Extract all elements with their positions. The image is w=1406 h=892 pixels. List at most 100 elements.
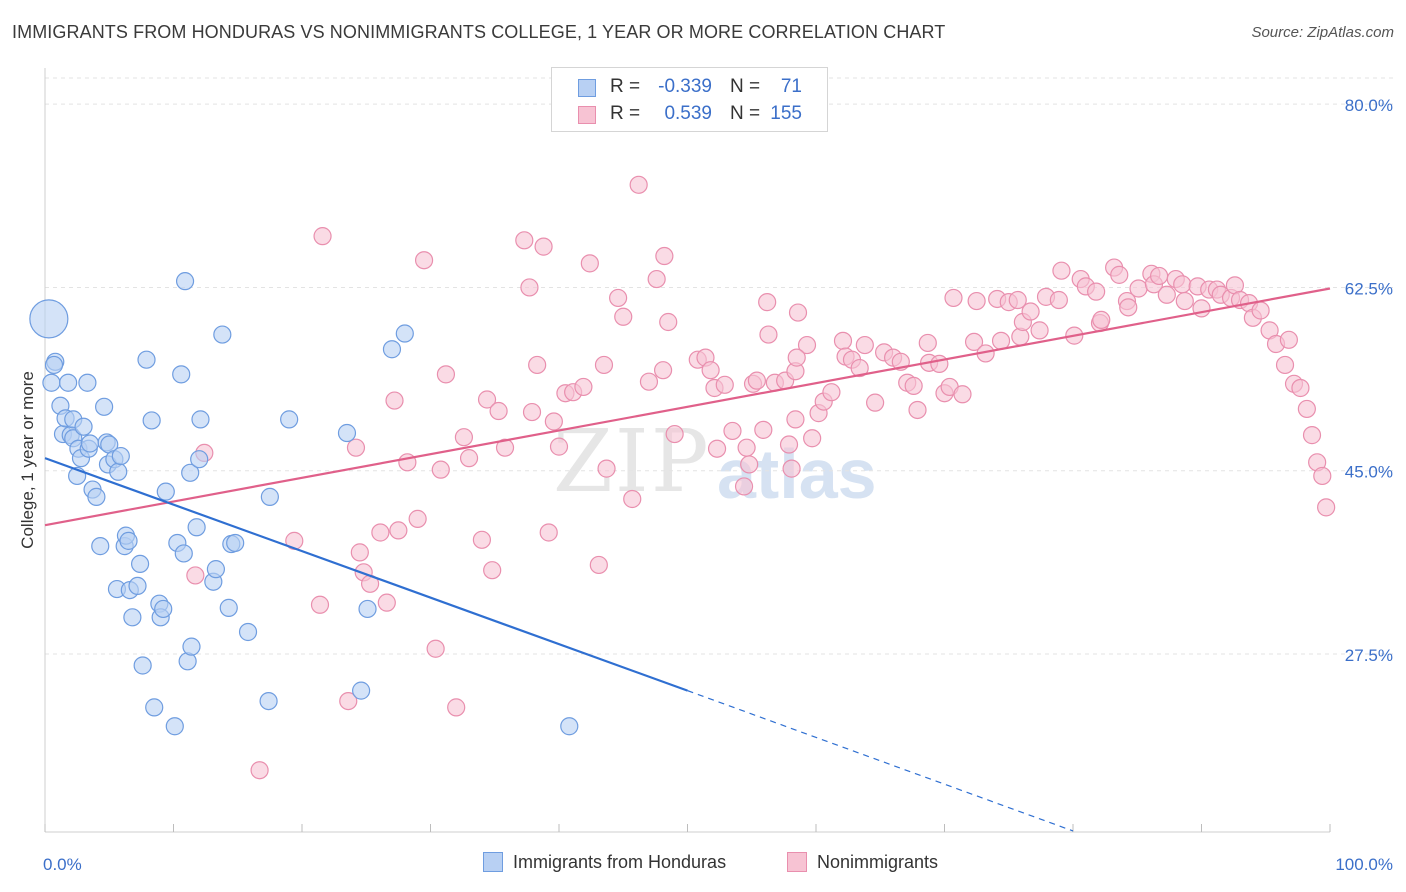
trend-line-honduras xyxy=(44,457,688,692)
pink-point xyxy=(758,293,777,312)
pink-point xyxy=(1092,310,1111,330)
pink-point xyxy=(1173,275,1192,294)
pink-point xyxy=(609,288,628,308)
legend-swatch-blue xyxy=(578,79,596,97)
blue-point xyxy=(172,365,191,384)
blue-point xyxy=(174,544,193,563)
blue-point xyxy=(130,554,150,574)
blue-point xyxy=(191,410,210,429)
pink-point xyxy=(659,312,678,332)
blue-point xyxy=(145,698,164,717)
pink-point xyxy=(779,435,799,454)
pink-point xyxy=(1175,291,1194,311)
pink-point xyxy=(1021,302,1040,321)
pink-point xyxy=(310,595,330,614)
pink-point xyxy=(918,333,937,353)
pink-point xyxy=(522,402,542,422)
pink-point xyxy=(580,254,599,273)
pink-point xyxy=(1302,426,1322,445)
y-tick-label: 45.0% xyxy=(1345,463,1393,482)
pink-point xyxy=(964,332,984,351)
pink-point xyxy=(447,698,466,717)
blue-point xyxy=(133,656,152,675)
bottom-legend-label-honduras: Immigrants from Honduras xyxy=(513,852,727,872)
blue-point xyxy=(119,531,138,550)
pink-point xyxy=(436,365,456,384)
y-tick-label: 80.0% xyxy=(1345,96,1393,115)
pink-point xyxy=(574,377,593,397)
pink-point xyxy=(1052,261,1071,280)
y-tick-label: 62.5% xyxy=(1345,279,1393,298)
pink-point xyxy=(930,354,949,373)
legend-r-value: -0.339 xyxy=(658,76,712,97)
blue-point xyxy=(59,373,78,392)
blue-point xyxy=(358,599,377,619)
blue-point xyxy=(142,411,161,430)
pink-point xyxy=(822,383,841,402)
pink-point xyxy=(723,421,742,441)
series-immigrants-from-honduras xyxy=(29,272,579,736)
blue-point xyxy=(238,622,258,642)
pink-point xyxy=(803,429,822,448)
blue-point xyxy=(206,560,226,579)
pink-point xyxy=(1251,301,1270,320)
blue-point xyxy=(190,450,209,469)
pink-point xyxy=(339,691,358,711)
pink-point xyxy=(489,401,508,421)
blue-point xyxy=(111,446,130,466)
pink-point xyxy=(426,639,445,658)
bottom-legend-label-nonimmigrants: Nonimmigrants xyxy=(817,852,939,872)
blue-point xyxy=(44,355,64,375)
pink-point xyxy=(1087,282,1106,301)
pink-point xyxy=(313,227,332,246)
pink-point xyxy=(1129,279,1148,298)
blue-point xyxy=(182,637,201,656)
pink-point xyxy=(855,335,874,355)
bottom-legend-swatch-pink xyxy=(787,852,807,872)
pink-point xyxy=(408,509,427,528)
pink-point xyxy=(623,489,642,509)
pink-point xyxy=(707,439,727,458)
pink-point xyxy=(908,400,927,420)
blue-point xyxy=(123,608,142,627)
pink-point xyxy=(655,246,674,266)
pink-point xyxy=(759,325,778,344)
pink-point xyxy=(786,410,805,429)
pink-point xyxy=(597,459,616,478)
pink-point xyxy=(539,523,558,542)
pink-point xyxy=(1297,399,1316,419)
blue-point xyxy=(382,340,402,359)
pink-point xyxy=(1279,330,1298,349)
pink-point xyxy=(639,372,659,391)
blue-point xyxy=(352,681,371,700)
pink-point xyxy=(1119,298,1138,317)
pink-point xyxy=(653,361,673,380)
pink-point xyxy=(454,428,474,447)
pink-point xyxy=(414,251,434,270)
blue-point xyxy=(78,373,97,392)
pink-point xyxy=(787,348,806,367)
blue-point xyxy=(280,410,299,429)
pink-point xyxy=(1149,266,1169,286)
blue-point xyxy=(560,717,579,736)
blue-point xyxy=(80,434,100,453)
pink-point xyxy=(782,459,801,478)
y-tick-label: 27.5% xyxy=(1345,646,1393,665)
pink-point xyxy=(797,335,817,355)
legend-swatch-pink xyxy=(578,106,596,124)
bottom-legend-nonimmigrants: Nonimmigrants xyxy=(787,852,938,873)
blue-point xyxy=(156,482,175,501)
pink-point xyxy=(459,449,479,468)
legend-n-value: 71 xyxy=(780,76,802,97)
pink-point xyxy=(1275,355,1295,375)
pink-point xyxy=(904,376,923,395)
trend-line-nonimmigrants xyxy=(44,287,1331,527)
blue-point xyxy=(74,417,93,436)
pink-point xyxy=(431,460,450,479)
pink-point xyxy=(477,390,497,409)
pink-point xyxy=(734,477,754,496)
pink-point xyxy=(1313,466,1332,486)
blue-point xyxy=(259,691,278,711)
pink-point xyxy=(1110,265,1129,284)
